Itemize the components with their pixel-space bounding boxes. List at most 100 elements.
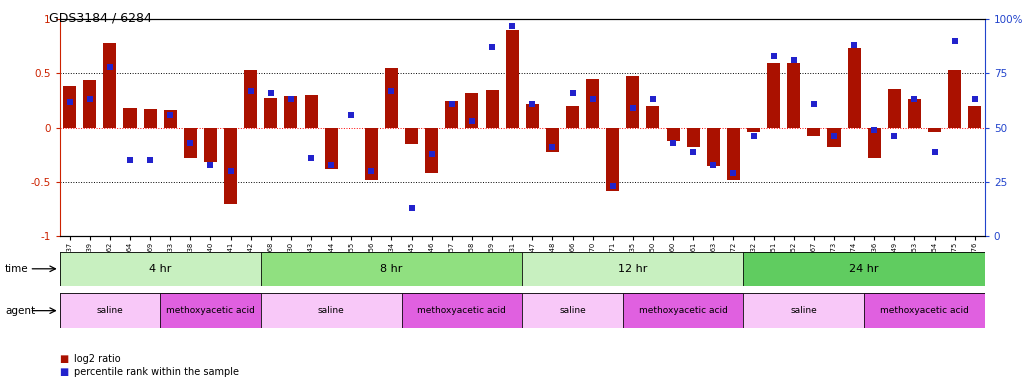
Bar xyxy=(787,63,800,127)
Bar xyxy=(466,93,478,127)
Point xyxy=(424,151,440,157)
Bar xyxy=(245,70,257,127)
Text: time: time xyxy=(5,264,29,274)
Bar xyxy=(63,86,76,127)
Text: percentile rank within the sample: percentile rank within the sample xyxy=(74,367,240,377)
Bar xyxy=(204,127,217,162)
Bar xyxy=(426,127,438,173)
Bar xyxy=(566,106,579,127)
Bar xyxy=(948,70,961,127)
Point xyxy=(323,162,339,168)
Point xyxy=(806,101,822,107)
Point xyxy=(564,90,581,96)
Text: ■: ■ xyxy=(60,367,69,377)
Text: 4 hr: 4 hr xyxy=(149,264,172,274)
Text: 24 hr: 24 hr xyxy=(849,264,879,274)
Bar xyxy=(525,104,539,127)
Point xyxy=(604,183,621,189)
Bar xyxy=(666,127,680,141)
Bar xyxy=(325,127,337,169)
Point xyxy=(283,96,299,103)
Point xyxy=(222,168,238,174)
Bar xyxy=(445,101,458,127)
Point xyxy=(645,96,661,103)
Bar xyxy=(365,127,378,180)
Bar xyxy=(888,89,901,127)
Bar xyxy=(384,68,398,127)
Point xyxy=(363,168,379,174)
Bar xyxy=(647,106,660,127)
Point xyxy=(685,149,701,155)
Bar xyxy=(83,80,97,127)
Point xyxy=(966,96,983,103)
Bar xyxy=(184,127,197,158)
Bar xyxy=(968,106,982,127)
Point xyxy=(203,162,219,168)
Point xyxy=(504,23,520,29)
Point xyxy=(544,144,560,150)
Point xyxy=(464,118,480,124)
Bar xyxy=(928,127,941,132)
Bar xyxy=(264,98,278,127)
Text: saline: saline xyxy=(791,306,817,315)
Bar xyxy=(506,30,519,127)
Bar xyxy=(402,293,522,328)
Bar xyxy=(626,76,639,127)
Point xyxy=(262,90,279,96)
Text: GDS3184 / 6284: GDS3184 / 6284 xyxy=(49,12,152,25)
Point xyxy=(705,162,722,168)
Bar xyxy=(522,293,623,328)
Bar xyxy=(261,293,402,328)
Text: 8 hr: 8 hr xyxy=(380,264,403,274)
Point xyxy=(484,44,501,50)
Text: 12 hr: 12 hr xyxy=(618,264,648,274)
Bar xyxy=(261,252,522,286)
Bar xyxy=(144,109,156,127)
Point xyxy=(243,88,259,94)
Point xyxy=(62,99,78,105)
Bar xyxy=(908,99,921,127)
Bar xyxy=(868,127,881,158)
Bar xyxy=(60,293,160,328)
Point xyxy=(766,53,782,59)
Bar xyxy=(163,110,177,127)
Text: methoxyacetic acid: methoxyacetic acid xyxy=(880,306,969,315)
Bar xyxy=(522,252,743,286)
Point xyxy=(846,42,862,48)
Point xyxy=(825,133,842,139)
Text: log2 ratio: log2 ratio xyxy=(74,354,120,364)
Point xyxy=(926,149,943,155)
Bar xyxy=(546,127,559,152)
Bar xyxy=(847,48,860,127)
Bar xyxy=(224,127,237,204)
Point xyxy=(886,133,903,139)
Point xyxy=(584,96,600,103)
Point xyxy=(182,140,198,146)
Point xyxy=(524,101,541,107)
Point xyxy=(625,105,641,111)
Point xyxy=(907,96,923,103)
Point xyxy=(745,133,762,139)
Bar xyxy=(60,252,261,286)
Bar xyxy=(586,79,599,127)
Bar xyxy=(285,96,297,127)
Bar xyxy=(687,127,700,147)
Bar xyxy=(485,90,499,127)
Bar xyxy=(623,293,743,328)
Bar xyxy=(747,127,760,132)
Text: methoxyacetic acid: methoxyacetic acid xyxy=(638,306,728,315)
Text: agent: agent xyxy=(5,306,35,316)
Bar xyxy=(767,63,780,127)
Point xyxy=(665,140,682,146)
Bar xyxy=(104,43,116,127)
Point xyxy=(725,170,741,176)
Bar xyxy=(727,127,740,180)
Point xyxy=(444,101,461,107)
Bar xyxy=(743,252,985,286)
Bar xyxy=(865,293,985,328)
Bar xyxy=(828,127,841,147)
Point xyxy=(162,112,179,118)
Bar xyxy=(405,127,418,144)
Point xyxy=(343,112,360,118)
Point xyxy=(102,64,118,70)
